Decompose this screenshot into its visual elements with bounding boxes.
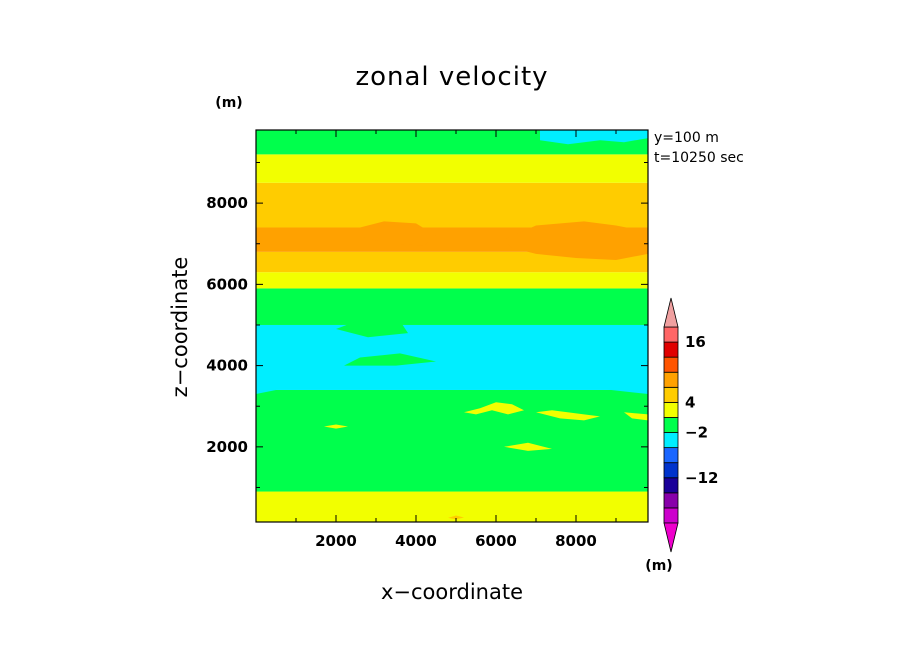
colorbar-bottom-arrow — [663, 522, 679, 553]
chart-title: zonal velocity — [355, 62, 548, 92]
colorbar-swatch — [663, 401, 679, 418]
x-axis-unit: (m) — [645, 558, 672, 574]
colorbar-swatch — [663, 477, 679, 494]
colorbar-swatch — [663, 417, 679, 433]
colorbar-swatch — [663, 386, 679, 403]
y-tick-label: 2000 — [206, 438, 248, 456]
contour-patch-3 — [492, 373, 648, 394]
colorbar-swatch — [663, 432, 679, 449]
colorbar-swatch — [663, 341, 679, 358]
contour-band-7 — [256, 182, 648, 228]
colorbar-top-arrow — [663, 297, 679, 328]
x-tick-label: 6000 — [475, 532, 517, 550]
x-axis: 2000 4000 6000 8000 — [295, 130, 617, 550]
x-tick-label: 4000 — [395, 532, 437, 550]
y-tick-label: 8000 — [206, 194, 248, 212]
contour-band-8 — [256, 154, 648, 183]
contour-patch-1 — [360, 221, 436, 246]
contour-patch-4 — [256, 369, 276, 394]
colorbar-swatch — [663, 371, 679, 388]
contour-patch-7 — [464, 402, 524, 415]
x-axis-title: x−coordinate — [381, 580, 523, 604]
contour-patch-11 — [324, 424, 348, 429]
contour-patch-6 — [344, 353, 436, 366]
y-axis: 2000 4000 6000 8000 — [206, 161, 648, 488]
contour-band-1 — [256, 389, 648, 492]
contour-patch-9 — [624, 412, 648, 421]
y-tick-label: 4000 — [206, 357, 248, 375]
contour-patch-0 — [504, 221, 648, 260]
colorbar-label: 4 — [685, 393, 695, 411]
contour-band-3 — [256, 288, 648, 325]
colorbar-swatch — [663, 462, 679, 479]
y-tick-label: 6000 — [206, 275, 248, 293]
y-axis-unit: (m) — [215, 95, 242, 111]
location-annotation: y=100 m — [654, 130, 719, 146]
y-axis-title: z−coordinate — [168, 257, 192, 398]
colorbar-label: 16 — [685, 333, 706, 351]
colorbar: 16 4 −2 −12 — [663, 297, 718, 553]
contour-patch-12 — [448, 515, 464, 520]
x-tick-label: 8000 — [555, 532, 597, 550]
colorbar-label: −2 — [685, 424, 708, 442]
contour-patch-8 — [536, 410, 600, 421]
colorbar-swatch — [663, 356, 679, 373]
contour-patch-5 — [336, 316, 408, 338]
contour-band-4 — [256, 272, 648, 289]
colorbar-label: −12 — [685, 469, 718, 487]
colorbar-swatch — [663, 492, 679, 509]
time-annotation: t=10250 sec — [654, 150, 744, 166]
contour-patch-10 — [504, 442, 552, 451]
plot-area — [256, 130, 648, 522]
contour-band-5 — [256, 251, 648, 273]
x-tick-label: 2000 — [315, 532, 357, 550]
colorbar-swatch — [663, 326, 679, 343]
colorbar-swatch — [663, 507, 679, 524]
contour-patch-2 — [540, 130, 648, 145]
colorbar-swatch — [663, 447, 679, 464]
plot-frame — [255, 129, 649, 523]
